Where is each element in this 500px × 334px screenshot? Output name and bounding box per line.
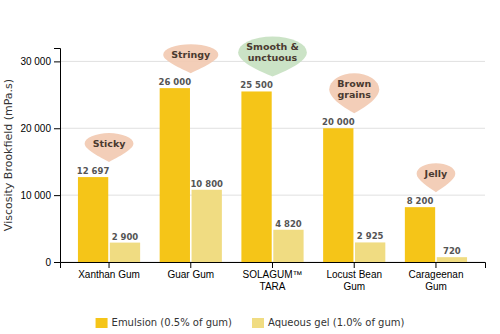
y-tick: 20 000	[20, 123, 60, 134]
data-label: 8 200	[407, 196, 434, 206]
x-tick-mark	[109, 262, 110, 268]
data-label: 4 820	[275, 219, 302, 229]
x-tick-label-line: Xanthan Gum	[78, 269, 140, 280]
bar	[437, 257, 467, 262]
annotation-text: Jelly	[424, 168, 448, 179]
legend-label: Emulsion (0.5% of gum)	[112, 317, 233, 328]
annotation: Smooth &unctuous	[238, 36, 307, 76]
x-tick: Locust BeanGum	[326, 262, 382, 292]
annotations: Sticky Stringy Smooth &unctuous Browngrains…	[85, 36, 456, 192]
annotation-text: Stringy	[171, 49, 211, 60]
y-tick-label: 30 000	[20, 56, 51, 67]
y-tick-label: 10 000	[20, 190, 51, 201]
chart: 0 10 000 20 000 30 000 Xanthan Gum Guar Gum SO…	[0, 0, 500, 334]
annotation-text-line: grains	[337, 89, 371, 100]
x-tick-label-line: Guar Gum	[167, 269, 214, 280]
x-tick-label: CarageenanGum	[408, 269, 463, 292]
x-tick-label-line: Gum	[343, 281, 365, 292]
annotation: Jelly	[417, 163, 456, 192]
data-label: 720	[443, 246, 461, 256]
annotation-bubble	[85, 133, 134, 162]
x-tick-label-line: TARA	[260, 281, 286, 292]
y-axis: 0 10 000 20 000 30 000	[20, 49, 60, 268]
legend-swatch	[96, 318, 108, 328]
bar	[78, 177, 108, 262]
grid	[60, 61, 485, 262]
data-label: 20 000	[322, 117, 355, 127]
x-tick-label-line: Locust Bean	[326, 269, 382, 280]
annotation-text: Browngrains	[337, 78, 371, 100]
annotation-text-line: Smooth &	[246, 41, 299, 52]
data-label: 26 000	[159, 77, 192, 87]
grid-line	[60, 128, 485, 129]
legend: Emulsion (0.5% of gum) Aqueous gel (1.0% …	[96, 317, 405, 328]
y-tick-mark	[54, 262, 60, 263]
annotation-text: Sticky	[93, 138, 127, 149]
x-axis-line	[61, 263, 486, 269]
data-label: 10 800	[190, 179, 223, 189]
annotation-text-line: Sticky	[93, 138, 127, 149]
x-tick-mark	[190, 262, 191, 268]
annotation-bubble	[417, 163, 456, 192]
legend-item: Aqueous gel (1.0% of gum)	[252, 317, 405, 328]
x-tick: CarageenanGum	[408, 262, 463, 292]
bar-series	[110, 190, 467, 262]
bar	[241, 91, 271, 262]
y-tick-mark	[54, 128, 60, 129]
bar	[160, 88, 190, 262]
y-tick-mark	[54, 61, 60, 62]
y-tick: 10 000	[20, 190, 60, 201]
bar	[110, 243, 140, 262]
data-label: 12 697	[77, 166, 110, 176]
x-tick-label: Xanthan Gum	[78, 269, 140, 280]
data-label: 2 900	[112, 232, 139, 242]
x-tick-mark	[354, 262, 355, 268]
y-tick: 30 000	[20, 56, 60, 67]
x-tick-mark	[435, 262, 436, 268]
x-tick-label: SOLAGUM™TARA	[242, 269, 302, 292]
x-tick-label: Guar Gum	[167, 269, 214, 280]
data-label: 25 500	[240, 80, 273, 90]
annotation: Stringy	[163, 44, 218, 73]
legend-label: Aqueous gel (1.0% of gum)	[268, 317, 405, 328]
annotation-text-line: unctuous	[248, 52, 298, 63]
annotation: Browngrains	[329, 73, 379, 113]
x-tick-label: Locust BeanGum	[326, 269, 382, 292]
data-label: 2 925	[357, 231, 384, 241]
bars	[78, 88, 467, 262]
plot: 0 10 000 20 000 30 000 Xanthan Gum Guar Gum SO…	[2, 36, 486, 291]
legend-swatch	[252, 318, 264, 328]
x-tick: Xanthan Gum	[78, 262, 140, 280]
annotation: Sticky	[85, 133, 134, 162]
legend-item: Emulsion (0.5% of gum)	[96, 317, 233, 328]
x-tick-label-line: Carageenan	[408, 269, 463, 280]
y-tick: 0	[45, 257, 60, 268]
annotation-text: Smooth &unctuous	[246, 41, 299, 63]
annotation-bubble	[329, 73, 379, 113]
bar	[355, 242, 385, 262]
y-tick-label: 20 000	[20, 123, 51, 134]
x-tick-label-line: SOLAGUM™	[242, 269, 302, 280]
bar	[192, 190, 222, 262]
y-tick-mark	[54, 195, 60, 196]
bar	[273, 230, 303, 262]
x-tick-label-line: Gum	[425, 281, 447, 292]
bar	[405, 207, 435, 262]
x-tick-mark	[272, 262, 273, 268]
bar	[323, 128, 353, 262]
annotation-text-line: Jelly	[424, 168, 448, 179]
x-tick: Guar Gum	[167, 262, 214, 280]
x-tick: SOLAGUM™TARA	[242, 262, 302, 292]
x-axis: Xanthan Gum Guar Gum SOLAGUM™TARA Locust Be…	[61, 262, 486, 292]
annotation-bubble	[238, 36, 307, 76]
annotation-text-line: Stringy	[171, 49, 211, 60]
annotation-bubble	[163, 44, 218, 73]
y-tick-label: 0	[45, 257, 51, 268]
annotation-text-line: Brown	[337, 78, 371, 89]
y-axis-title: Viscosity Brookfield (mPa.s)	[2, 79, 15, 231]
y-axis-line	[54, 49, 61, 263]
bar-series	[78, 88, 435, 262]
data-labels: 12 697 26 000 25 500 20 000 8 200 2 900 10 800…	[77, 77, 461, 256]
